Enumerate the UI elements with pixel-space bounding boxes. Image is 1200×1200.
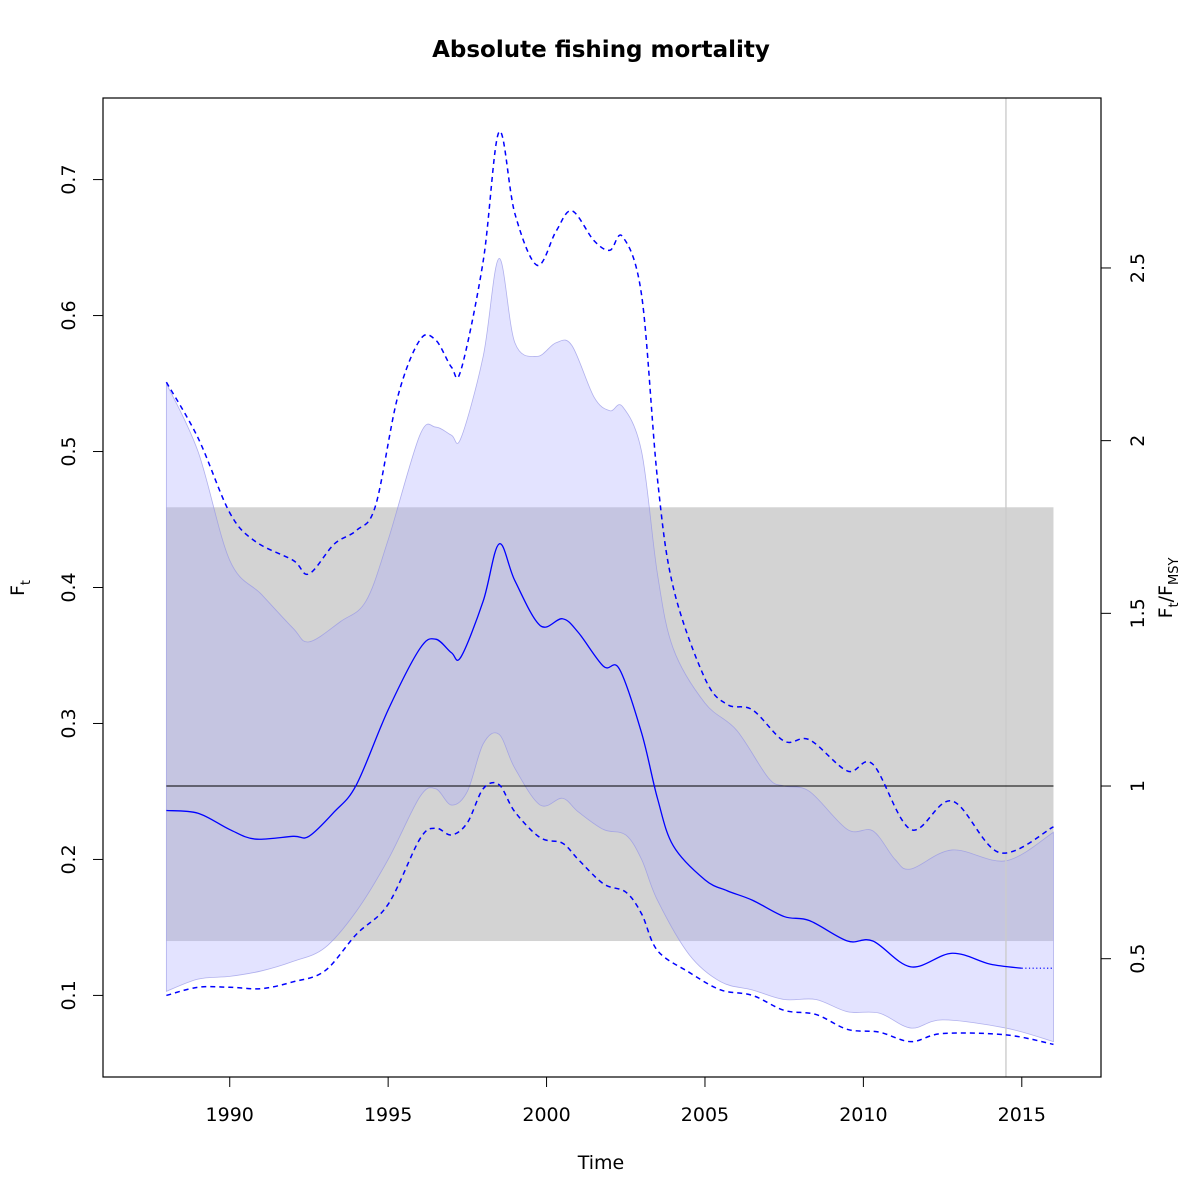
x-axis-label: Time <box>577 1152 625 1174</box>
series-upper-ci <box>165 130 1054 854</box>
y2-axis-label-sep: / <box>1155 595 1177 602</box>
y2-tick-label: 2.5 <box>1127 253 1149 283</box>
ci-band-layer <box>165 258 1054 1043</box>
y-tick-label: 0.4 <box>58 572 80 602</box>
series-lower-ci <box>166 781 1054 1046</box>
y-axis-label-main: F <box>7 585 29 596</box>
series-f-estimate <box>166 543 1022 969</box>
y2-tick-label: 0.5 <box>1127 944 1149 974</box>
y2-tick-label: 1.5 <box>1127 598 1149 628</box>
y2-axis-label-num: F <box>1155 607 1177 618</box>
series-lines-layer <box>165 98 1054 1077</box>
y2-tick-label: 1 <box>1127 780 1149 792</box>
f-ci-band <box>165 258 1054 1043</box>
y-tick-label: 0.2 <box>58 844 80 874</box>
y2-axis-label-den: F <box>1155 585 1177 596</box>
y-tick-label: 0.5 <box>58 436 80 466</box>
x-tick-label: 2015 <box>998 1104 1046 1126</box>
y2-axis-label-den-sub: MSY <box>1167 558 1182 585</box>
x-tick-label: 2005 <box>681 1104 729 1126</box>
x-tick-label: 1995 <box>364 1104 412 1126</box>
x-tick-label: 2000 <box>522 1104 570 1126</box>
y-tick-label: 0.1 <box>58 980 80 1010</box>
y-tick-label: 0.3 <box>58 708 80 738</box>
plot-frame <box>102 97 1102 1078</box>
y2-axis-label-num-sub: t <box>1167 602 1182 607</box>
y2-axis-label: Ft/FMSY <box>1155 558 1182 619</box>
x-tick-label: 1990 <box>206 1104 254 1126</box>
y-tick-label: 0.6 <box>58 300 80 330</box>
chart-title: Absolute fishing mortality <box>432 37 770 63</box>
y-tick-label: 0.7 <box>58 164 80 194</box>
x-tick-label: 2010 <box>839 1104 887 1126</box>
y2-tick-label: 2 <box>1127 435 1149 447</box>
y-axis-label-sub: t <box>19 580 34 585</box>
axes-layer: 1990 1995 2000 2005 2010 2015 0.1 0.2 0.3 0.4 0.5 0… <box>58 164 1149 1126</box>
y-axis-label: Ft <box>7 580 34 596</box>
